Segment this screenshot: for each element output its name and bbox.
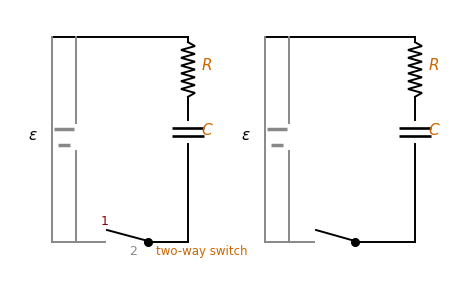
Text: $C$: $C$	[201, 122, 213, 138]
Text: two-way switch: two-way switch	[156, 245, 248, 258]
Text: $C$: $C$	[428, 122, 440, 138]
Text: 2: 2	[129, 245, 137, 258]
Text: $R$: $R$	[428, 57, 439, 73]
Text: $\varepsilon$: $\varepsilon$	[241, 127, 251, 143]
Text: 1: 1	[101, 215, 109, 228]
Text: $R$: $R$	[201, 57, 212, 73]
Text: $\varepsilon$: $\varepsilon$	[28, 127, 38, 143]
